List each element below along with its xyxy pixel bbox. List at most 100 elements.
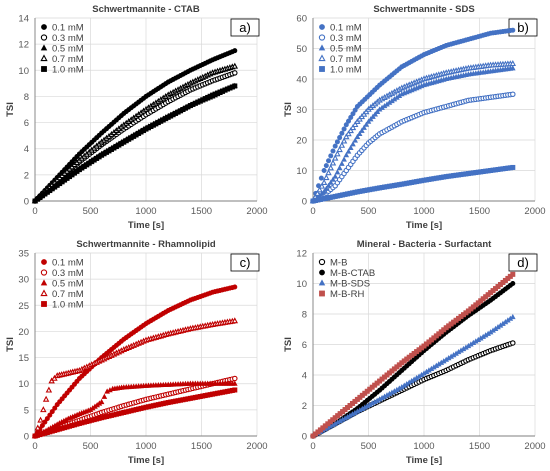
- data-point: [34, 424, 42, 431]
- data-point: [343, 133, 350, 140]
- data-point: [232, 83, 238, 89]
- y-tick-label: 12: [296, 249, 307, 260]
- x-tick-label: 0: [310, 206, 315, 217]
- x-tick-label: 2000: [524, 441, 545, 452]
- legend-label: 0.1 mM: [52, 23, 84, 34]
- y-tick-label: 10: [296, 166, 307, 177]
- panel-label: b): [517, 20, 529, 35]
- data-point: [232, 48, 238, 54]
- x-axis-label: Time [s]: [128, 220, 164, 231]
- x-tick-label: 2000: [524, 206, 545, 217]
- legend-marker: [40, 289, 48, 297]
- legend-marker: [318, 34, 326, 41]
- legend-label: 0.5 mM: [52, 279, 84, 290]
- data-point: [350, 111, 356, 117]
- panel-label-box: [230, 18, 260, 37]
- data-point: [345, 148, 352, 154]
- legend-label: 1.0 mM: [330, 65, 362, 76]
- data-point: [336, 164, 343, 171]
- x-tick-label: 2000: [246, 441, 267, 452]
- x-tick-label: 1000: [413, 441, 434, 452]
- data-point: [359, 127, 365, 133]
- data-point: [338, 141, 346, 148]
- series-5: [310, 164, 516, 204]
- series-4: [309, 60, 517, 204]
- y-axis-label: TSI: [283, 102, 294, 117]
- data-point: [231, 380, 238, 386]
- legend-label: 0.7 mM: [52, 289, 84, 300]
- data-point: [348, 114, 354, 120]
- legend-marker: [41, 24, 47, 30]
- data-point: [509, 60, 517, 67]
- y-tick-label: 12: [18, 40, 29, 51]
- data-point: [343, 122, 349, 128]
- legend-marker: [41, 259, 47, 265]
- data-point: [350, 141, 356, 147]
- data-point: [318, 182, 326, 189]
- data-point: [510, 164, 516, 170]
- data-point: [510, 91, 516, 98]
- data-point: [101, 393, 108, 399]
- data-point: [340, 137, 348, 144]
- data-point: [232, 387, 238, 393]
- legend-marker: [319, 24, 325, 30]
- data-point: [329, 159, 337, 166]
- y-tick-label: 4: [24, 144, 29, 155]
- y-tick-label: 4: [302, 371, 307, 382]
- legend-label: M-B: [330, 258, 347, 269]
- data-point: [339, 130, 345, 136]
- chart-title: Schwertmannite - SDS: [373, 4, 474, 15]
- series-3: [32, 380, 238, 439]
- data-point: [509, 65, 516, 71]
- y-tick-label: 20: [18, 327, 29, 338]
- data-point: [363, 121, 370, 127]
- data-point: [339, 160, 345, 166]
- x-axis-label: Time [s]: [128, 455, 164, 466]
- data-point: [510, 271, 516, 277]
- y-tick-label: 30: [296, 105, 307, 116]
- data-point: [44, 416, 50, 422]
- data-point: [40, 406, 47, 413]
- data-point: [327, 179, 334, 185]
- chart-panel-1: 0 2 4 6 8 10 12 14 0 500 1000 1500 2000 Schwertmannit…: [5, 4, 268, 231]
- y-tick-label: 0: [24, 197, 29, 208]
- data-point: [232, 70, 238, 76]
- data-point: [49, 409, 55, 415]
- data-point: [231, 317, 239, 324]
- y-tick-label: 10: [18, 379, 29, 390]
- data-point: [39, 423, 45, 429]
- y-tick-label: 30: [18, 275, 29, 286]
- data-point: [323, 185, 330, 191]
- chart-title: Mineral - Bacteria - Surfactant: [357, 239, 492, 250]
- y-axis-label: TSI: [283, 337, 294, 352]
- panel-label: d): [517, 255, 529, 270]
- y-tick-label: 6: [302, 340, 307, 351]
- y-tick-label: 10: [296, 279, 307, 290]
- x-tick-label: 500: [361, 206, 377, 217]
- series-3: [32, 82, 238, 204]
- data-point: [334, 169, 341, 175]
- data-point: [232, 284, 238, 290]
- data-point: [510, 340, 516, 346]
- y-tick-label: 5: [24, 405, 29, 416]
- data-point: [325, 169, 332, 176]
- data-point: [45, 386, 53, 393]
- y-tick-label: 20: [296, 136, 307, 147]
- legend: 0.1 mM0.3 mM0.5 mM0.7 mM1.0 mM: [318, 23, 362, 76]
- legend-marker: [40, 269, 48, 276]
- series-4: [310, 271, 516, 439]
- data-point: [361, 124, 367, 130]
- data-point: [341, 156, 347, 162]
- chart-panel-3: 0 5 10 15 20 25 30 35 0 500 1000 1500 2000 Schwertman…: [5, 239, 268, 466]
- data-point: [332, 143, 338, 149]
- y-tick-label: 10: [18, 66, 29, 77]
- legend-label: 0.1 mM: [52, 258, 84, 269]
- data-point: [351, 121, 359, 128]
- series-1: [310, 27, 516, 204]
- series-2: [310, 91, 516, 204]
- legend-marker: [40, 34, 48, 41]
- panel-label-box: [508, 253, 538, 272]
- legend-marker: [41, 301, 47, 307]
